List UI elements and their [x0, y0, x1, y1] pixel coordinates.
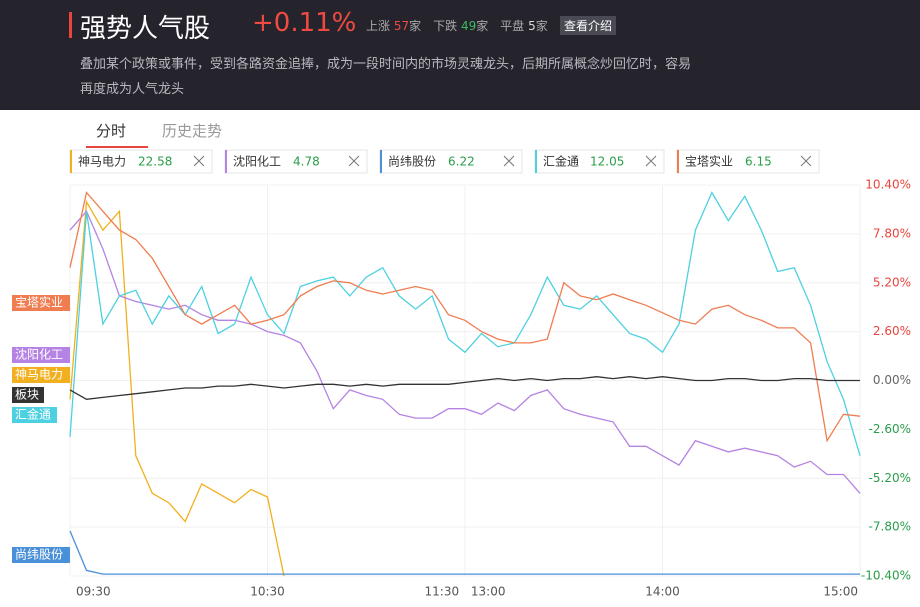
stat-unit: 家: [409, 19, 422, 33]
series-tag: [12, 367, 70, 383]
legend-close: [348, 155, 360, 167]
stat-label: 平盘: [500, 19, 525, 33]
x-tick-label: 14:00: [645, 585, 680, 599]
stat-unit: 家: [535, 19, 548, 33]
legend-close: [800, 155, 812, 167]
series-line: [69, 199, 285, 577]
series-tag: [12, 347, 70, 363]
y-tick-label: 7.80%: [873, 226, 911, 240]
legend-name: 神马电力: [78, 155, 126, 169]
y-tick-label: 0.00%: [873, 373, 911, 387]
title: 强势人气股: [80, 14, 211, 44]
legend-swatch: [70, 150, 72, 173]
x-tick-label: 09:30: [76, 585, 111, 599]
stat: 平盘 5家: [500, 17, 548, 34]
tab-underline: [86, 146, 148, 148]
series-line: [69, 376, 860, 400]
stat: 下跌 49家: [433, 17, 488, 34]
series-tag: [12, 387, 44, 403]
series-tag-label: 板块: [15, 388, 39, 402]
header: 强势人气股 +0.11% 上涨 57家 下跌 49家 平盘 5家 查看介绍 叠加某个…: [0, 0, 920, 110]
description: 叠加某个政策或事件，受到各路资金追捧，成为一段时间内的市场灵魂龙头，后期所属概念…: [80, 57, 692, 97]
stat-count: 5: [528, 19, 536, 33]
tab[interactable]: 分时: [96, 122, 127, 140]
stat-label: 上涨: [366, 19, 391, 33]
series-tag-label: 尚纬股份: [15, 548, 63, 562]
y-tick-label: 10.40%: [865, 178, 911, 192]
legend-swatch: [380, 150, 382, 173]
series-tag: [12, 407, 57, 423]
x-tick-label: 10:30: [250, 585, 285, 599]
legend-price: 4.78: [293, 155, 320, 169]
x-tick-label: 15:00: [823, 585, 858, 599]
legend-swatch: [225, 150, 227, 173]
stats: 上涨 57家 下跌 49家 平盘 5家: [366, 17, 548, 34]
legend-name: 尚纬股份: [388, 155, 436, 169]
legend-price: 12.05: [590, 155, 624, 169]
legend-close: [503, 155, 515, 167]
series-tag-label: 汇金通: [15, 407, 51, 422]
series-line: [69, 530, 860, 575]
series-tag-label: 神马电力: [15, 368, 63, 382]
series-tag-label: 宝塔实业: [15, 295, 63, 310]
y-tick-label: -5.20%: [869, 471, 911, 485]
tab[interactable]: 历史走势: [162, 122, 223, 140]
y-tick-label: -10.40%: [861, 569, 911, 583]
stat-count: 57: [393, 19, 410, 33]
y-tick-label: -2.60%: [869, 422, 911, 436]
series-tag-label: 沈阳化工: [15, 347, 63, 362]
change: +0.11%: [252, 8, 357, 38]
legend-price: 6.15: [745, 155, 772, 169]
stat-unit: 家: [476, 19, 489, 33]
legend-swatch: [535, 150, 537, 173]
series-line: [69, 191, 861, 443]
series-line: [69, 210, 861, 494]
stat: 上涨 57家: [366, 17, 421, 34]
stat-count: 49: [460, 19, 477, 33]
legend-close: [193, 155, 205, 167]
y-tick-label: 5.20%: [873, 275, 911, 289]
legend-price: 22.58: [138, 155, 172, 169]
series-tag: [12, 547, 70, 563]
stat-label: 下跌: [433, 19, 458, 33]
legend-close: [645, 155, 657, 167]
x-tick-label: 11:30 13:00: [425, 585, 506, 599]
intro-button[interactable]: 查看介绍: [560, 16, 617, 35]
series-tag: [12, 295, 70, 311]
y-tick-label: 2.60%: [873, 324, 911, 338]
series-line: [69, 191, 861, 456]
legend-swatch: [677, 150, 679, 173]
legend-name: 沈阳化工: [233, 154, 281, 169]
y-tick-label: -7.80%: [869, 520, 911, 534]
legend-name: 汇金通: [543, 154, 579, 169]
legend-price: 6.22: [448, 155, 475, 169]
legend-name: 宝塔实业: [685, 154, 733, 169]
accent-bar: [69, 12, 72, 38]
